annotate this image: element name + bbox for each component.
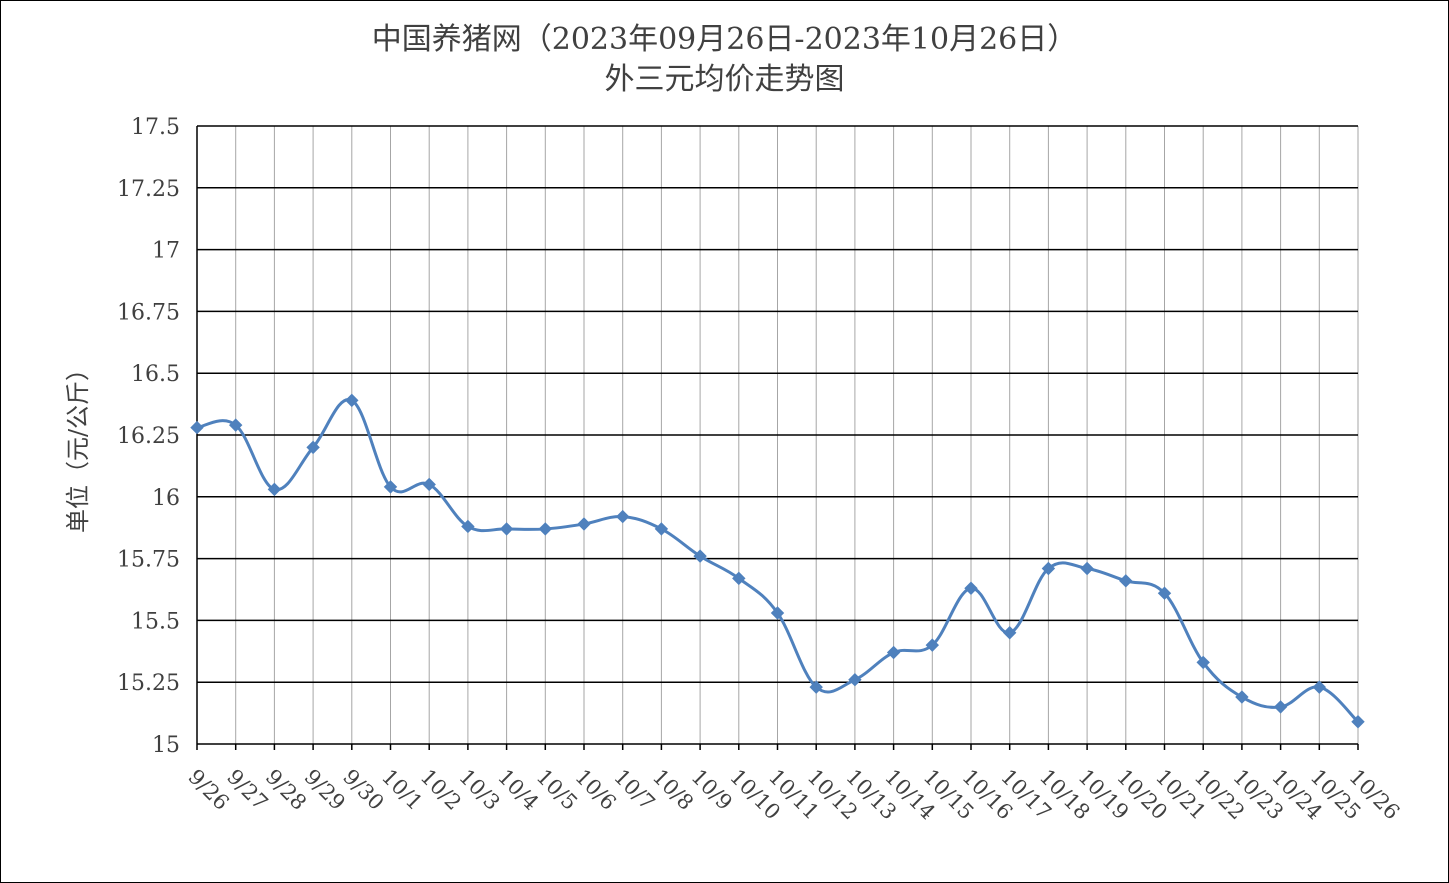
data-point-marker [848,673,862,687]
data-point-marker [577,517,591,531]
x-tick-label: 10/1 [377,765,427,815]
data-point-marker [615,509,630,524]
y-tick-label: 15.75 [117,548,180,573]
data-point-marker [1080,561,1094,576]
x-tick-label: 10/4 [493,765,543,815]
x-tick-label: 9/27 [222,765,272,815]
data-point-marker [925,638,940,652]
x-tick-label: 9/29 [300,765,350,815]
data-point-marker [964,581,978,595]
data-point-marker [190,420,204,435]
data-point-marker [770,606,785,620]
y-tick-label: 15 [152,733,180,758]
data-point-marker [422,477,436,492]
x-tick-label: 10/2 [416,765,466,815]
data-point-marker [1119,574,1133,588]
y-tick-label: 15.25 [117,671,180,696]
x-tick-label: 10/3 [454,765,504,815]
data-point-marker [1351,715,1365,729]
data-point-marker [1041,561,1056,576]
data-point-marker [693,549,707,563]
y-tick-label: 16.75 [117,300,180,325]
data-point-marker [267,482,282,497]
y-tick-label: 17.25 [117,177,180,202]
data-point-marker [461,519,475,534]
y-tick-label: 15.5 [131,609,180,634]
data-point-marker [654,522,669,536]
data-point-marker [1002,626,1017,640]
x-tick-label: 10/7 [609,765,659,815]
y-tick-label: 16.5 [131,362,180,387]
x-tick-label: 10/9 [687,765,737,815]
data-point-marker [1312,680,1327,694]
y-axis-label: 单位（元/公斤） [64,357,92,533]
data-point-marker [345,393,359,408]
x-tick-label: 10/8 [648,765,698,815]
data-point-marker [306,440,320,455]
data-point-marker [499,522,514,536]
axis-layer: 15 15.25 15.5 15.75 16 16.25 16.5 16.75 17 17.25 1… [117,115,1404,824]
x-tick-label: 10/5 [532,765,582,815]
series-layer [190,393,1365,729]
y-tick-label: 16 [152,486,180,511]
x-tick-label: 9/30 [338,765,388,815]
data-point-marker [383,480,398,494]
chart-subtitle: 外三元均价走势图 [604,62,845,97]
data-point-marker [732,571,746,586]
data-point-marker [1273,700,1288,714]
data-point-marker [228,418,243,432]
y-tick-label: 17 [152,239,180,264]
x-tick-label: 10/6 [570,765,620,815]
data-point-marker [1196,655,1210,670]
grid-layer [197,125,1359,744]
y-tick-label: 16.25 [117,424,180,449]
x-tick-label: 9/28 [261,765,311,815]
chart-title: 中国养猪网（2023年09月26日-2023年10月26日） [371,22,1078,57]
data-point-marker [1157,586,1172,600]
x-tick-label: 9/26 [183,765,233,815]
data-point-marker [1235,690,1249,704]
data-point-marker [809,680,823,694]
data-point-marker [538,522,553,536]
y-tick-label: 17.5 [131,115,180,140]
data-point-marker [886,645,901,660]
